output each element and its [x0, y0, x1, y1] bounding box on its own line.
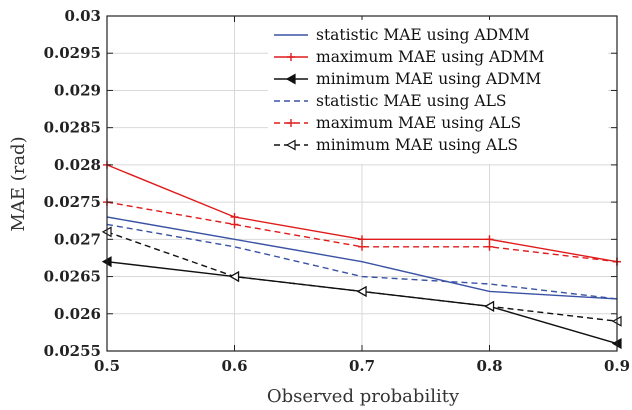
x-tick-label: 0.7: [349, 357, 375, 375]
plus-marker: [287, 53, 295, 61]
legend-item: maximum MAE using ALS: [274, 114, 521, 132]
legend-label: maximum MAE using ADMM: [316, 48, 544, 66]
x-axis-label: Observed probability: [267, 386, 460, 407]
legend-label: statistic MAE using ALS: [316, 92, 507, 110]
series-line: [106, 223, 618, 300]
plus-marker: [358, 242, 366, 251]
plus-marker: [358, 235, 366, 244]
legend-box: [268, 20, 608, 164]
plus-marker: [230, 213, 239, 221]
legend-item: minimum MAE using ADMM: [274, 70, 541, 88]
legend-label: maximum MAE using ALS: [316, 114, 521, 132]
y-tick-label: 0.0295: [44, 44, 101, 62]
triangle-marker: [285, 73, 296, 85]
y-tick-label: 0.0285: [44, 119, 101, 137]
legend-label: minimum MAE using ADMM: [316, 70, 541, 88]
y-tick-label: 0.026: [54, 305, 101, 323]
x-tick-label: 0.8: [476, 357, 502, 375]
triangle-marker: [356, 285, 367, 297]
legend-item: statistic MAE using ADMM: [274, 26, 530, 44]
legend-item: maximum MAE using ADMM: [274, 48, 544, 66]
plus-marker: [230, 220, 239, 229]
legend: statistic MAE using ADMM maximum MAE usin…: [268, 20, 608, 164]
plus-marker: [485, 235, 494, 244]
x-tick-label: 0.6: [221, 357, 247, 375]
y-axis-label: MAE (rad): [8, 136, 29, 231]
x-tick-label: 0.9: [604, 357, 630, 375]
y-tick-label: 0.0265: [44, 268, 101, 286]
series-line: [106, 216, 618, 300]
plus-marker: [287, 119, 295, 127]
legend-label: minimum MAE using ALS: [316, 136, 518, 154]
y-tick-label: 0.028: [54, 156, 101, 174]
triangle-marker: [229, 271, 240, 283]
axis-ticks: 0.0255 0.026 0.0265 0.027 0.0275 0.028 0.0285 0…: [44, 7, 630, 375]
triangle-marker: [285, 139, 296, 151]
y-tick-label: 0.027: [54, 230, 101, 248]
series-0: [106, 216, 618, 300]
series-3: [106, 223, 618, 300]
plus-marker: [485, 242, 494, 251]
legend-item: statistic MAE using ALS: [274, 92, 507, 110]
y-tick-label: 0.029: [54, 81, 101, 99]
triangle-marker: [484, 300, 495, 312]
x-tick-label: 0.5: [94, 357, 120, 375]
y-tick-label: 0.0275: [44, 193, 101, 211]
legend-item: minimum MAE using ALS: [274, 136, 518, 154]
y-tick-label: 0.03: [64, 7, 101, 25]
y-tick-label: 0.0255: [44, 342, 101, 360]
legend-label: statistic MAE using ADMM: [316, 26, 530, 44]
